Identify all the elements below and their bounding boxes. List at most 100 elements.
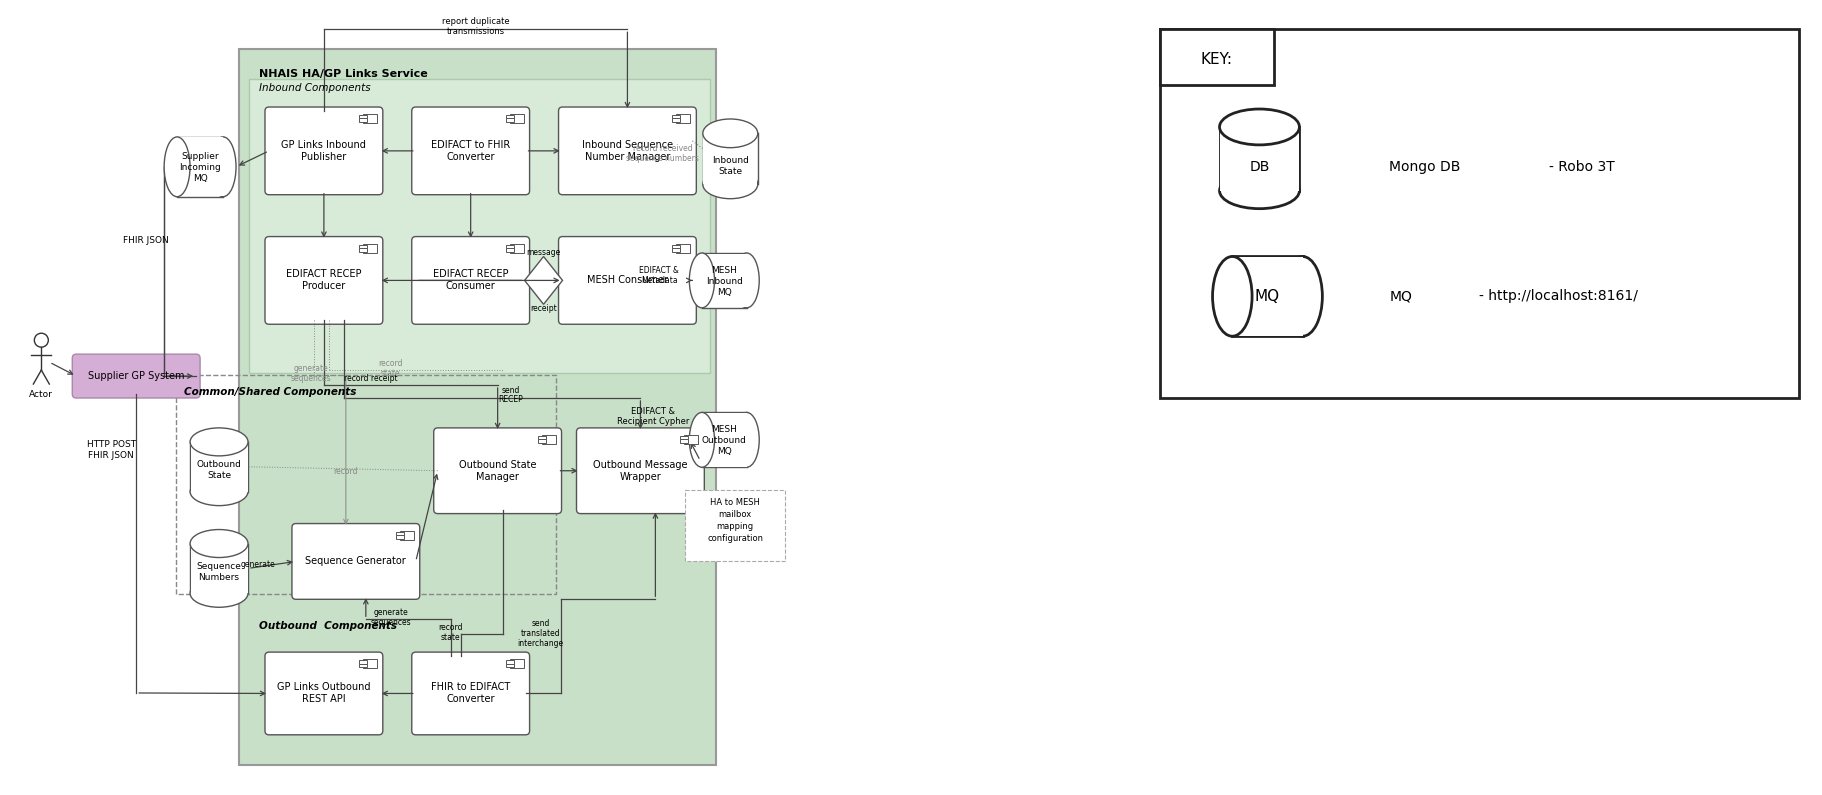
Bar xyxy=(507,660,514,664)
Text: sequence numbers: sequence numbers xyxy=(627,154,700,163)
Ellipse shape xyxy=(1219,173,1299,208)
Bar xyxy=(177,138,222,196)
Bar xyxy=(359,248,366,251)
Text: Inbound Components: Inbound Components xyxy=(259,83,370,93)
Bar xyxy=(363,659,377,668)
Text: Publisher: Publisher xyxy=(301,152,346,162)
Ellipse shape xyxy=(1283,257,1323,336)
FancyBboxPatch shape xyxy=(73,354,200,398)
Bar xyxy=(672,245,680,248)
Bar xyxy=(701,413,747,467)
Text: EDIFACT RECEP: EDIFACT RECEP xyxy=(434,270,508,279)
Text: message: message xyxy=(527,248,561,257)
Text: mailbox: mailbox xyxy=(718,510,752,519)
Text: - http://localhost:8161/: - http://localhost:8161/ xyxy=(1479,289,1638,304)
Bar xyxy=(703,134,758,184)
Bar xyxy=(1159,29,1274,85)
FancyBboxPatch shape xyxy=(412,652,530,735)
Text: sequences: sequences xyxy=(370,618,412,626)
Text: record received: record received xyxy=(632,145,692,153)
Bar xyxy=(399,530,414,540)
Text: configuration: configuration xyxy=(707,534,763,543)
Bar xyxy=(395,532,404,535)
Bar xyxy=(189,544,248,593)
Text: Consumer: Consumer xyxy=(446,281,496,292)
Ellipse shape xyxy=(703,119,758,148)
Text: - Robo 3T: - Robo 3T xyxy=(1549,160,1614,174)
Text: Inbound Sequence: Inbound Sequence xyxy=(581,140,672,150)
Text: Actor: Actor xyxy=(29,390,53,398)
Text: Recipient Cypher: Recipient Cypher xyxy=(618,417,689,426)
Ellipse shape xyxy=(189,529,248,557)
Ellipse shape xyxy=(189,428,248,456)
Bar xyxy=(676,114,691,123)
Bar xyxy=(507,245,514,248)
Bar xyxy=(363,114,377,123)
Text: GP Links Inbound: GP Links Inbound xyxy=(281,140,366,150)
Bar xyxy=(191,442,248,491)
Text: FHIR JSON: FHIR JSON xyxy=(124,236,169,245)
FancyBboxPatch shape xyxy=(434,428,561,514)
Text: Supplier: Supplier xyxy=(180,153,219,161)
Text: sequences: sequences xyxy=(290,374,332,382)
Ellipse shape xyxy=(703,170,758,199)
Text: RECEP: RECEP xyxy=(497,395,523,405)
Bar xyxy=(507,664,514,667)
Text: State: State xyxy=(718,167,742,176)
Text: translated: translated xyxy=(521,629,561,638)
Text: record: record xyxy=(439,622,463,632)
FancyBboxPatch shape xyxy=(559,237,696,324)
Text: EDIFACT RECEP: EDIFACT RECEP xyxy=(286,270,361,279)
Text: Inbound: Inbound xyxy=(712,157,749,165)
Text: EDIFACT &: EDIFACT & xyxy=(632,408,676,417)
Text: Wrapper: Wrapper xyxy=(619,471,661,482)
Text: send: send xyxy=(532,619,550,628)
Bar xyxy=(1232,257,1303,336)
Text: Outbound: Outbound xyxy=(197,460,242,469)
Bar xyxy=(359,118,366,122)
Ellipse shape xyxy=(734,413,760,467)
Ellipse shape xyxy=(189,580,248,607)
Bar xyxy=(189,442,248,491)
FancyBboxPatch shape xyxy=(264,237,383,324)
Text: Producer: Producer xyxy=(302,281,346,292)
Ellipse shape xyxy=(689,413,714,467)
Bar xyxy=(676,243,691,253)
Bar xyxy=(510,243,523,253)
Text: report duplicate: report duplicate xyxy=(443,17,510,25)
Bar xyxy=(685,490,785,561)
Text: Number Manager: Number Manager xyxy=(585,152,670,162)
Text: Outbound Message: Outbound Message xyxy=(594,460,687,470)
Text: Supplier GP System: Supplier GP System xyxy=(87,371,184,381)
Text: GP Links Outbound: GP Links Outbound xyxy=(277,682,370,692)
Text: generate: generate xyxy=(293,363,328,373)
Bar xyxy=(510,114,523,123)
Text: Sequence Generator: Sequence Generator xyxy=(306,556,406,566)
Text: MQ: MQ xyxy=(1255,289,1281,304)
Bar xyxy=(507,115,514,118)
Text: send: send xyxy=(501,386,519,394)
Bar xyxy=(177,375,556,595)
Bar xyxy=(672,115,680,118)
Text: MQ: MQ xyxy=(716,288,732,297)
Bar xyxy=(680,436,689,440)
Text: generate: generate xyxy=(241,560,275,569)
Text: FHIR to EDIFACT: FHIR to EDIFACT xyxy=(432,682,510,692)
Text: Numbers: Numbers xyxy=(199,573,239,582)
Bar xyxy=(685,435,698,444)
Text: Converter: Converter xyxy=(446,152,496,162)
Text: record: record xyxy=(379,359,403,367)
Polygon shape xyxy=(525,257,563,304)
Text: EDIFACT &: EDIFACT & xyxy=(640,266,680,275)
Text: HA to MESH: HA to MESH xyxy=(711,498,760,507)
Bar xyxy=(541,435,556,444)
Ellipse shape xyxy=(1219,109,1299,145)
Text: NHAIS HA/GP Links Service: NHAIS HA/GP Links Service xyxy=(259,69,428,80)
Ellipse shape xyxy=(164,137,189,196)
Bar xyxy=(1159,29,1798,398)
Text: transmissions: transmissions xyxy=(446,27,505,36)
Text: generate: generate xyxy=(374,607,408,617)
Bar xyxy=(701,254,747,308)
FancyBboxPatch shape xyxy=(559,107,696,195)
Circle shape xyxy=(35,333,49,347)
